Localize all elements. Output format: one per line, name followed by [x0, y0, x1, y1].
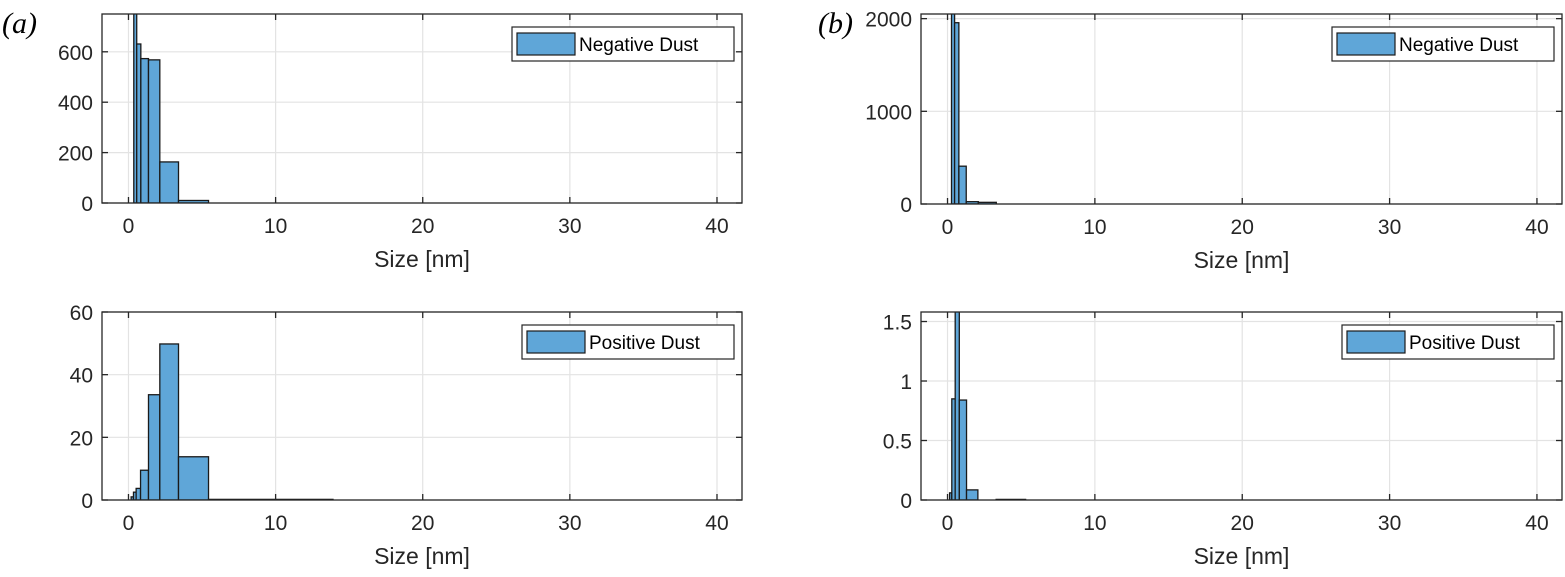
histogram-bar	[958, 399, 968, 500]
histogram-bar	[147, 394, 161, 500]
histogram-bar	[159, 161, 180, 203]
legend-label: Positive Dust	[1409, 333, 1521, 354]
x-tick-label: 20	[411, 215, 434, 238]
y-tick-label: 40	[70, 365, 93, 388]
legend-label: Negative Dust	[1399, 35, 1519, 56]
x-axis-label: Size [nm]	[374, 246, 470, 272]
panel-label-b: (b)	[818, 7, 853, 40]
y-tick-label: 1	[900, 371, 912, 394]
histogram-bar	[135, 487, 142, 500]
y-tick-label: 1.5	[883, 312, 912, 335]
histogram-bar	[965, 489, 979, 500]
x-axis-label: Size [nm]	[1194, 247, 1290, 273]
histogram-bar	[953, 22, 960, 204]
x-tick-label: 0	[942, 512, 954, 535]
legend-label: Positive Dust	[589, 333, 701, 354]
bars	[133, 14, 210, 203]
histogram-bar	[147, 59, 161, 203]
y-tick-label: 600	[58, 42, 93, 65]
x-tick-label: 0	[123, 215, 135, 238]
y-tick-label: 20	[70, 427, 93, 450]
axes-box	[101, 311, 743, 501]
x-tick-label: 40	[1525, 216, 1548, 239]
x-tick-label: 30	[558, 512, 581, 535]
x-axis-label: Size [nm]	[374, 543, 470, 569]
y-tick-label: 0	[900, 490, 912, 513]
histogram-bar	[159, 343, 180, 500]
y-tick-label: 1000	[865, 101, 912, 124]
legend: Positive Dust	[521, 324, 735, 360]
axes-box	[920, 311, 1563, 501]
x-tick-label: 10	[1083, 216, 1106, 239]
subplot-2: 0 10 20 30 40 0 1000 2000 Size [nm] Negative Dust	[865, 9, 1563, 273]
x-tick-label: 40	[705, 512, 728, 535]
histogram-bar	[177, 456, 210, 500]
histogram-bar	[958, 165, 967, 204]
histogram-bar	[977, 201, 997, 204]
x-axis-label: Size [nm]	[1194, 543, 1290, 569]
legend-swatch	[1346, 330, 1406, 354]
y-tick-label: 200	[58, 143, 93, 166]
legend-swatch	[526, 330, 586, 354]
x-tick-label: 20	[1231, 216, 1254, 239]
y-tick-label: 0	[81, 193, 93, 216]
subplot-3: 0 10 20 30 40 0 0.5 1 1.5 Size [nm] Positive Dust	[883, 311, 1563, 569]
axes-box	[920, 13, 1563, 205]
x-tick-label: 30	[558, 215, 581, 238]
subplot-1: 0 10 20 30 40 0 20 40 60 Size [nm] Positive Dust	[70, 302, 743, 569]
x-tick-label: 40	[705, 215, 728, 238]
panel-label-a: (a)	[2, 7, 37, 40]
legend: Negative Dust	[511, 26, 735, 62]
x-tick-label: 0	[123, 512, 135, 535]
x-tick-label: 10	[264, 512, 287, 535]
legend-swatch	[1336, 32, 1396, 56]
legend-swatch	[516, 32, 576, 56]
y-tick-label: 0.5	[883, 431, 912, 454]
legend-label: Negative Dust	[579, 35, 699, 56]
x-tick-label: 0	[942, 216, 954, 239]
y-tick-label: 2000	[865, 9, 912, 32]
histogram-bar	[139, 469, 150, 500]
y-tick-label: 60	[70, 302, 93, 325]
x-tick-label: 10	[1083, 512, 1106, 535]
x-tick-label: 30	[1378, 216, 1401, 239]
y-tick-label: 400	[58, 92, 93, 115]
y-tick-label: 0	[81, 490, 93, 513]
legend: Negative Dust	[1331, 26, 1555, 62]
histogram-bar	[140, 57, 150, 203]
legend: Positive Dust	[1341, 324, 1555, 360]
x-tick-label: 10	[264, 215, 287, 238]
y-tick-label: 0	[900, 194, 912, 217]
x-tick-label: 40	[1525, 512, 1548, 535]
x-tick-label: 20	[411, 512, 434, 535]
axes-box	[101, 13, 743, 204]
x-tick-label: 30	[1378, 512, 1401, 535]
x-tick-label: 20	[1231, 512, 1254, 535]
